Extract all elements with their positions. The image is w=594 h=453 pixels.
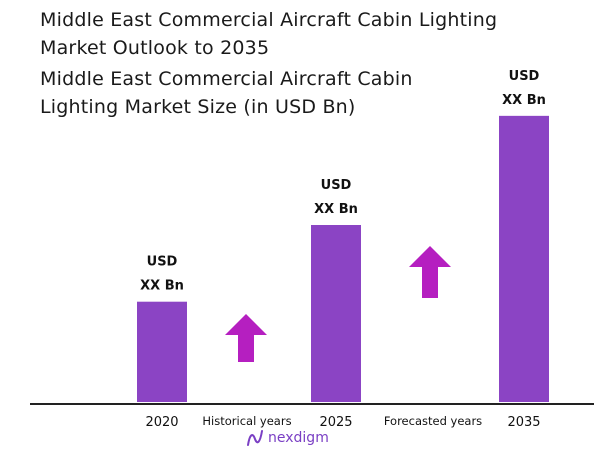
bar-2025 (311, 225, 361, 402)
growth-arrow-icon (225, 314, 267, 362)
annotation-historical: Historical years (202, 414, 291, 428)
x-tick-label-2035: 2035 (507, 415, 540, 430)
brand-name: nexdigm (268, 430, 329, 446)
data-label-2020-currency: USD (147, 255, 178, 270)
data-label-2025-currency: USD (321, 178, 352, 193)
annotation-forecasted: Forecasted years (384, 414, 482, 428)
brand-logo: nexdigm (246, 429, 329, 447)
x-tick-label-2020: 2020 (145, 415, 178, 430)
nexdigm-logo-icon (247, 430, 263, 446)
data-label-2025-value: XX Bn (314, 202, 358, 217)
data-label-2035-value: XX Bn (502, 93, 546, 108)
chart-subtitle: Middle East Commercial Aircraft Cabin Li… (40, 68, 413, 118)
x-tick-label-2025: 2025 (319, 415, 352, 430)
growth-arrow-icon (409, 246, 451, 298)
bar-2035 (499, 115, 549, 402)
data-label-2035-currency: USD (509, 69, 540, 84)
page-title: Middle East Commercial Aircraft Cabin Li… (40, 9, 498, 59)
data-label-2020-value: XX Bn (140, 279, 184, 294)
bar-2020 (137, 301, 187, 402)
